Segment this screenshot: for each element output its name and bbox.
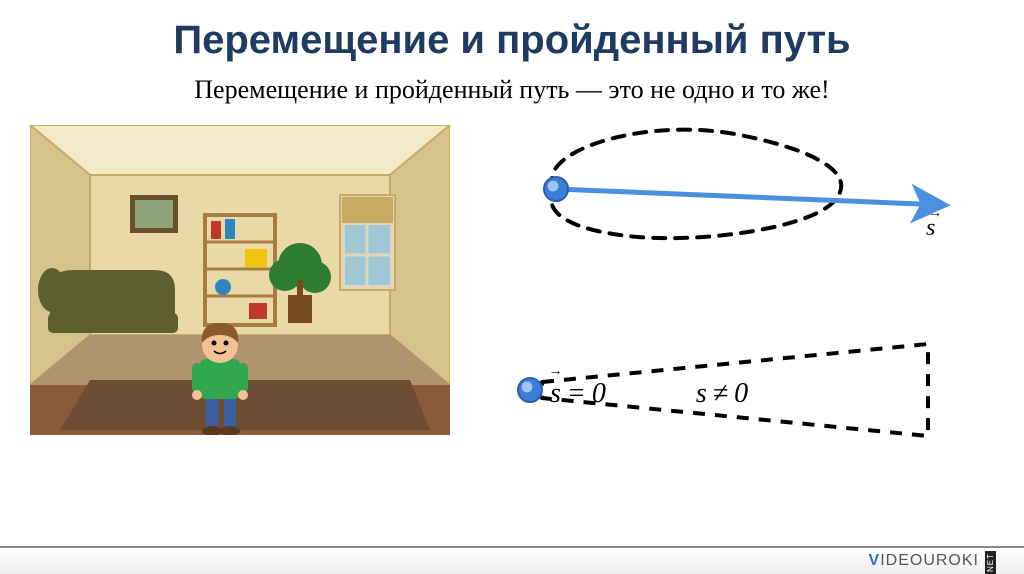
brand-first-letter: V bbox=[869, 552, 881, 569]
footer-bar: VIDEOUROKI NET bbox=[0, 546, 1024, 574]
symbol-s: s bbox=[696, 378, 707, 410]
left-panel bbox=[30, 125, 490, 440]
diagram-open-path: s→ bbox=[490, 125, 960, 275]
brand-badge: NET bbox=[985, 551, 996, 574]
content-row: s→ s = 0 s ≠ 0 bbox=[0, 125, 1024, 440]
equation-path-nonzero: s ≠ 0 bbox=[696, 378, 748, 410]
right-panel: s→ s = 0 s ≠ 0 bbox=[490, 125, 994, 440]
page-title: Перемещение и пройденный путь bbox=[0, 0, 1024, 63]
eq-rhs: 0 bbox=[592, 378, 606, 410]
eq-op: ≠ bbox=[713, 378, 728, 410]
room-illustration bbox=[30, 125, 450, 435]
eq-op: = bbox=[567, 378, 586, 410]
symbol-s-vector: s bbox=[550, 378, 561, 410]
svg-text:→: → bbox=[928, 206, 942, 221]
brand-logo: VIDEOUROKINET bbox=[869, 552, 1004, 570]
equation-displacement-zero: s = 0 bbox=[550, 378, 606, 410]
brand-rest: IDEOUROKI bbox=[880, 552, 979, 569]
subtitle: Перемещение и пройденный путь — это не о… bbox=[0, 75, 1024, 105]
equation-row: s = 0 s ≠ 0 bbox=[550, 378, 954, 410]
eq-rhs: 0 bbox=[734, 378, 748, 410]
